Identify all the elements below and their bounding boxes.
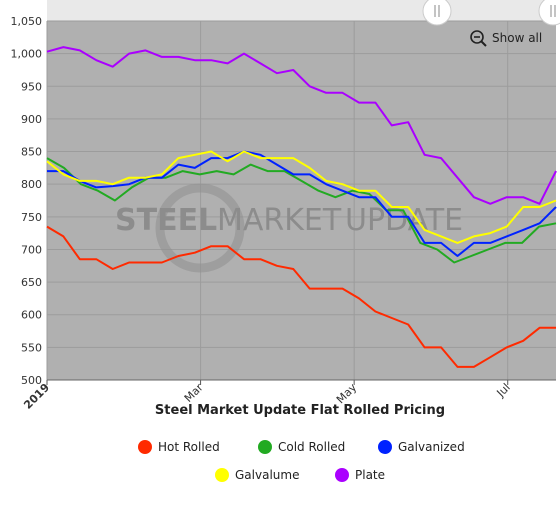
zoom-out-icon (470, 30, 487, 47)
series-line-hot-rolled (46, 225, 556, 368)
navigator-track[interactable] (47, 0, 560, 21)
legend-item-galvalume[interactable]: Galvalume (215, 468, 299, 482)
navigator-left-handle[interactable] (422, 0, 452, 26)
y-tick-label: 600 (21, 309, 42, 322)
legend: Hot Rolled Cold Rolled Galvanized Galvalume… (138, 440, 465, 482)
y-tick-label: 700 (21, 243, 42, 256)
watermark-word-steel: STEEL (115, 203, 217, 238)
legend-item-cold-rolled[interactable]: Cold Rolled (258, 440, 345, 454)
legend-marker (215, 468, 229, 482)
y-tick-label: 900 (21, 113, 42, 126)
watermark-swirl (155, 183, 245, 273)
y-tick-label: 750 (21, 211, 42, 224)
series-line-galvanized (47, 150, 557, 257)
y-tick-label: 1,000 (11, 48, 43, 61)
drag-handle-icon (550, 5, 556, 17)
legend-label: Hot Rolled (158, 440, 220, 454)
y-axis: 500 550 600 650 700 750 800 850 900 950 1,000 1,050 (11, 15, 43, 387)
x-tick-label: Jul (494, 381, 513, 400)
y-tick-label: 850 (21, 146, 42, 159)
chart-title: Steel Market Update Flat Rolled Pricing (155, 403, 445, 418)
y-tick-label: 1,050 (11, 15, 43, 28)
legend-item-galvanized[interactable]: Galvanized (378, 440, 465, 454)
grid (46, 20, 556, 381)
watermark-word-update: UPDATE (345, 203, 463, 238)
x-tick-label: Mar (182, 381, 206, 405)
show-all-button[interactable]: Show all (464, 27, 548, 49)
legend-marker (335, 468, 349, 482)
drag-handle-icon (434, 5, 440, 17)
watermark-word-market: MARKET (217, 203, 342, 238)
series-line-cold-rolled (46, 157, 557, 264)
y-tick-label: 650 (21, 276, 42, 289)
legend-marker (138, 440, 152, 454)
series-line-plate (46, 46, 557, 205)
series-lines (46, 46, 557, 368)
legend-marker (258, 440, 272, 454)
legend-item-plate[interactable]: Plate (335, 468, 385, 482)
legend-item-hot-rolled[interactable]: Hot Rolled (138, 440, 220, 454)
legend-label: Galvanized (398, 440, 465, 454)
y-tick-label: 950 (21, 80, 42, 93)
legend-label: Galvalume (235, 468, 299, 482)
series-line-galvalume (46, 150, 557, 244)
steel-market-update-watermark: STEEL MARKET UPDATE (115, 183, 463, 273)
y-tick-label: 800 (21, 178, 42, 191)
y-tick-label: 550 (21, 341, 42, 354)
show-all-label: Show all (492, 31, 542, 45)
legend-label: Cold Rolled (278, 440, 345, 454)
y-tick-label: 500 (21, 374, 42, 387)
plot-area (47, 21, 556, 380)
legend-marker (378, 440, 392, 454)
navigator-right-handle[interactable] (538, 0, 560, 26)
legend-label: Plate (355, 468, 385, 482)
